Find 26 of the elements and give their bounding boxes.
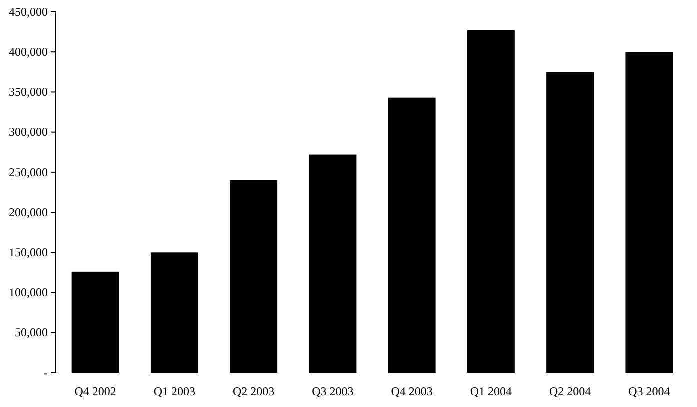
x-tick-label: Q3 2004 <box>628 384 670 399</box>
bar <box>467 30 515 373</box>
x-tick-label: Q2 2004 <box>549 384 592 399</box>
x-tick-label: Q1 2004 <box>470 384 512 399</box>
bar <box>626 52 674 373</box>
y-tick-label: 450,000 <box>9 4 48 19</box>
x-tick-label: Q3 2003 <box>312 384 354 399</box>
bar <box>309 154 357 373</box>
y-tick-label: 300,000 <box>9 125 48 140</box>
y-tick-label: 150,000 <box>9 246 48 260</box>
bar <box>546 72 594 373</box>
x-tick-label: Q2 2003 <box>232 384 275 399</box>
y-tick-label: - <box>44 366 48 380</box>
bar <box>230 180 278 373</box>
x-tick-label: Q4 2003 <box>391 384 433 399</box>
y-tick-label: 250,000 <box>9 165 48 180</box>
y-tick-label: 50,000 <box>15 326 48 340</box>
bar <box>150 252 198 373</box>
y-tick-label: 400,000 <box>9 44 48 59</box>
bar <box>72 272 120 373</box>
y-tick-label: 200,000 <box>9 205 48 220</box>
y-tick-label: 100,000 <box>9 286 48 300</box>
x-tick-label: Q1 2003 <box>154 384 196 399</box>
y-tick-label: 350,000 <box>9 85 48 100</box>
bar <box>388 98 436 373</box>
x-tick-label: Q4 2002 <box>74 384 116 399</box>
